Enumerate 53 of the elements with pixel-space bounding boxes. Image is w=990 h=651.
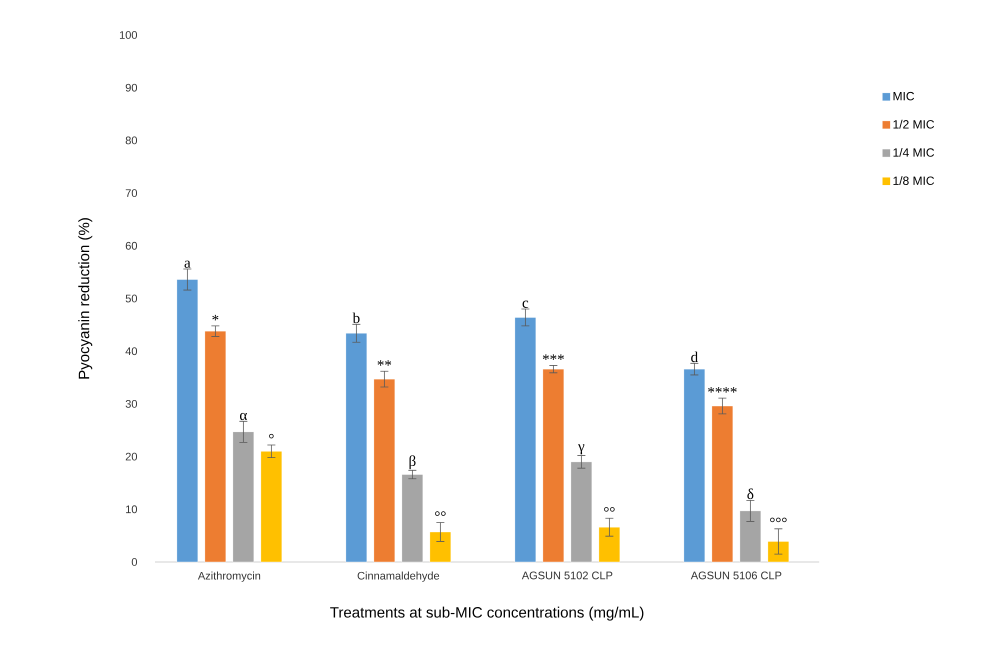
annotation: **** [708,387,737,393]
bar [542,368,564,562]
bar [232,432,254,562]
annotation: ** [378,360,392,366]
y-tick-label: 40 [125,347,138,356]
x-tick-label: AGSUN 5102 CLP [522,572,612,580]
bar [346,333,368,562]
bar [514,317,536,562]
bar [740,510,762,562]
bar [598,527,620,562]
annotation: a [184,260,190,268]
bar [176,279,198,562]
y-tick-label: 100 [120,31,138,39]
bar [768,541,790,562]
y-tick-label: 0 [132,558,138,566]
annotation: α [240,412,247,420]
bar [374,378,396,562]
annotation: b [352,312,360,324]
bar [570,462,592,562]
annotation: β [410,455,416,470]
bar [684,368,706,562]
y-tick-label: 90 [126,84,138,92]
x-tick-label: Cinnamaldehyde [358,572,440,582]
annotation: δ [747,488,754,500]
legend-label: 1/4 MIC [893,148,934,157]
annotation: °° [435,511,446,516]
annotation: d [691,352,698,362]
annotation: °°° [770,518,787,522]
bar [712,406,734,562]
bar [430,532,452,562]
annotation: °° [604,507,615,512]
y-tick-label: 20 [126,452,138,460]
annotation: * [212,314,218,320]
x-tick-label: AGSUN 5106 CLP [690,572,782,580]
legend-label: 1/8 MIC [893,176,934,185]
annotation: γ [578,444,584,454]
y-tick-label: 70 [126,189,138,197]
legend-label: 1/2 MIC [893,120,934,129]
bar [402,474,424,562]
y-axis-title: Pyocyanin reduction (%) [78,218,92,379]
annotation: c [522,300,528,308]
bar [204,330,226,562]
y-tick-label: 80 [126,136,138,144]
annotation: ° [269,434,274,438]
y-tick-label: 30 [126,400,138,408]
legend-label: MIC [894,92,914,100]
x-tick-label: Azithromycin [198,572,260,582]
bar [260,451,282,562]
annotation: *** [542,354,564,360]
y-tick-label: 10 [126,505,138,514]
y-tick-label: 50 [126,294,138,302]
y-tick-label: 60 [126,242,138,250]
x-axis-title: Treatments at sub-MIC concentrations (mg/mL) [330,606,644,621]
